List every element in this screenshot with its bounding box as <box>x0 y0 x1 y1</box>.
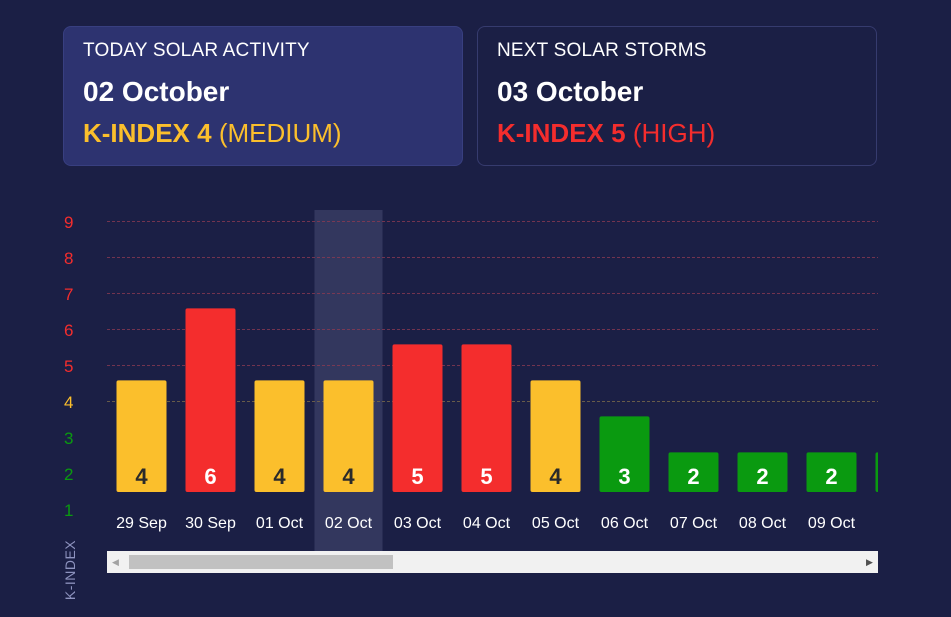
y-tick-label-3: 3 <box>64 429 73 448</box>
next-date: 03 October <box>497 76 644 107</box>
today-kindex-value: K-INDEX 4 <box>83 118 212 148</box>
bar-8[interactable] <box>668 452 719 492</box>
bar-value-label-5: 5 <box>480 464 492 489</box>
today-solar-activity-card: TODAY SOLAR ACTIVITY 02 October K-INDEX … <box>63 26 463 166</box>
y-axis-title: K-INDEX <box>62 539 78 601</box>
bar-value-label-7: 3 <box>618 464 630 489</box>
x-tick-label-7: 06 Oct <box>601 515 649 532</box>
x-tick-label-9: 08 Oct <box>739 515 787 532</box>
today-heading: TODAY SOLAR ACTIVITY <box>83 40 310 61</box>
y-tick-label-4: 4 <box>64 393 73 412</box>
x-tick-label-4: 03 Oct <box>394 515 442 532</box>
bar-10[interactable] <box>806 452 857 492</box>
bar-value-label-9: 2 <box>756 464 768 489</box>
bar-value-label-2: 4 <box>273 464 286 489</box>
bar-7[interactable] <box>599 416 650 492</box>
next-kindex: K-INDEX 5 (HIGH) <box>497 118 857 149</box>
x-tick-label-0: 29 Sep <box>116 515 167 532</box>
scroll-thumb[interactable] <box>129 555 393 569</box>
x-tick-label-6: 05 Oct <box>532 515 580 532</box>
bar-1[interactable] <box>185 308 236 492</box>
bar-9[interactable] <box>737 452 788 492</box>
bar-4[interactable] <box>392 344 443 492</box>
bar-3[interactable] <box>323 380 374 492</box>
scroll-left-arrow-icon[interactable]: ◀ <box>112 557 119 567</box>
bar-0[interactable] <box>116 380 167 492</box>
y-tick-label-9: 9 <box>64 213 73 232</box>
next-heading: NEXT SOLAR STORMS <box>497 40 707 61</box>
y-tick-label-6: 6 <box>64 321 73 340</box>
bar-5[interactable] <box>461 344 512 492</box>
bars-group: 4 29 Sep 6 30 Sep 4 01 Oct 4 02 Oct 5 03 Oct 5 04 O… <box>116 308 926 532</box>
next-kindex-value: K-INDEX 5 <box>497 118 626 148</box>
bar-value-label-1: 6 <box>204 464 216 489</box>
bar-value-label-10: 2 <box>825 464 837 489</box>
bar-value-label-6: 4 <box>549 464 562 489</box>
bar-value-label-8: 2 <box>687 464 699 489</box>
bar-value-label-4: 5 <box>411 464 423 489</box>
x-tick-label-10: 09 Oct <box>808 515 856 532</box>
x-tick-label-11: 1 <box>896 515 905 532</box>
bar-6[interactable] <box>530 380 581 492</box>
chart-horizontal-scrollbar[interactable]: ◀ ▶ <box>107 551 878 573</box>
y-tick-label-1: 1 <box>64 501 73 520</box>
y-tick-label-5: 5 <box>64 357 73 376</box>
x-tick-label-8: 07 Oct <box>670 515 718 532</box>
next-kindex-level: (HIGH) <box>632 118 716 148</box>
today-date: 02 October <box>83 76 230 107</box>
x-tick-label-5: 04 Oct <box>463 515 511 532</box>
today-kindex-level: (MEDIUM) <box>218 118 342 148</box>
bar-11[interactable] <box>875 452 926 492</box>
y-tick-label-2: 2 <box>64 465 73 484</box>
bar-value-label-0: 4 <box>135 464 148 489</box>
today-kindex: K-INDEX 4 (MEDIUM) <box>83 118 443 149</box>
bar-value-label-3: 4 <box>342 464 355 489</box>
y-tick-label-7: 7 <box>64 285 73 304</box>
bar-2[interactable] <box>254 380 305 492</box>
x-tick-label-3: 02 Oct <box>325 515 373 532</box>
x-tick-label-1: 30 Sep <box>185 515 236 532</box>
x-tick-label-2: 01 Oct <box>256 515 304 532</box>
next-solar-storms-card: NEXT SOLAR STORMS 03 October K-INDEX 5 (… <box>477 26 877 166</box>
y-tick-label-8: 8 <box>64 249 73 268</box>
scroll-right-arrow-icon[interactable]: ▶ <box>866 557 873 567</box>
